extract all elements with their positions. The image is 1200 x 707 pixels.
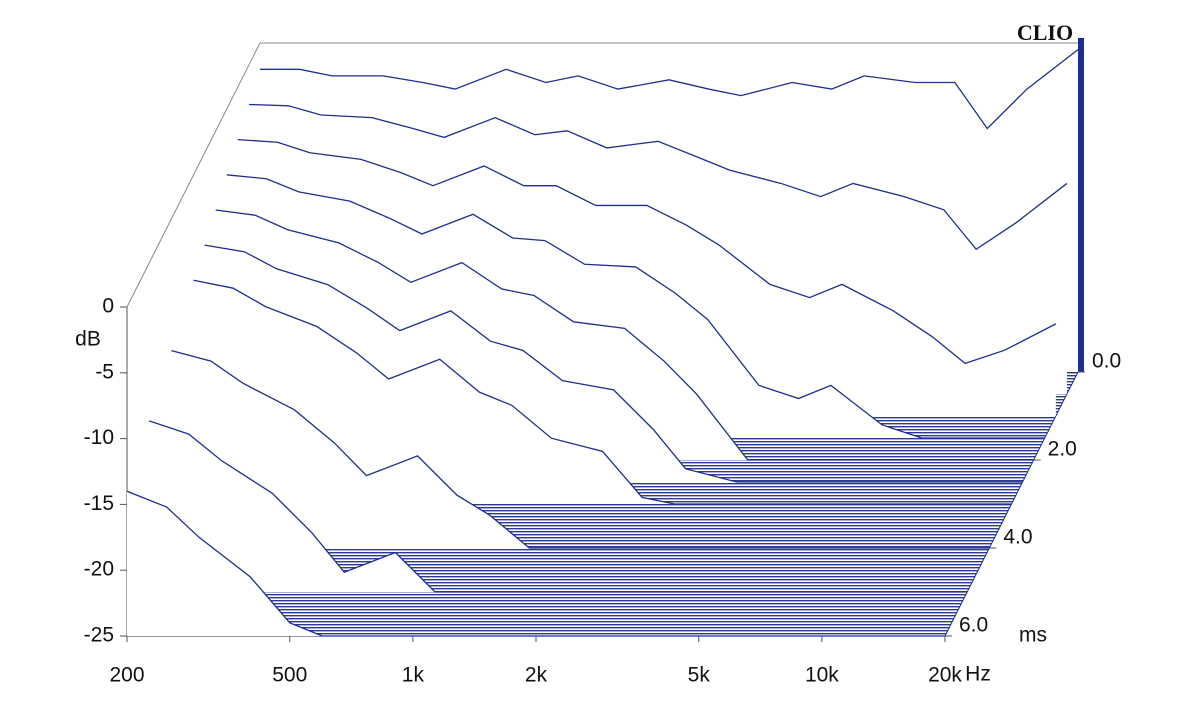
y-tick-label: -10: [84, 426, 114, 449]
decay-slice: [215, 209, 1034, 461]
decay-slice: [260, 49, 1079, 130]
y-tick-label: 0: [102, 295, 114, 318]
frame-line: [126, 42, 1080, 308]
decay-slice: [204, 244, 1023, 483]
y-tick-label: -15: [84, 492, 114, 515]
y-tick-label: -5: [95, 360, 114, 383]
back-edge-bar: [1078, 38, 1084, 372]
z-axis-label: ms: [1019, 624, 1047, 647]
x-tick-label: 2k: [525, 664, 548, 687]
slice-fill: [171, 350, 990, 548]
x-tick-label: 1k: [402, 664, 425, 687]
x-tick-label: 20k: [928, 664, 962, 687]
logo: CLIO: [1017, 20, 1073, 45]
y-axis-label: dB: [75, 328, 101, 351]
decay-slice: [171, 349, 990, 549]
slice-fill: [193, 280, 1012, 504]
decay-slice: [226, 174, 1045, 439]
z-tick-label: 4.0: [1003, 526, 1032, 549]
x-tick-label: 500: [272, 664, 307, 687]
y-tick-label: -20: [84, 558, 114, 581]
z-tick-label: 0.0: [1092, 350, 1121, 373]
decay-slice: [193, 279, 1012, 505]
decay-slice: [248, 103, 1068, 251]
slice-fill: [127, 491, 945, 636]
x-axis-label: Hz: [965, 663, 991, 686]
x-tick-label: 200: [109, 664, 144, 687]
decay-slice: [237, 138, 1057, 365]
x-tick-label: 10k: [805, 664, 839, 687]
decay-slice: [148, 420, 968, 593]
x-tick-label: 5k: [688, 664, 711, 687]
z-tick-label: 6.0: [959, 614, 988, 637]
y-tick-label: -25: [84, 624, 114, 647]
z-tick-label: 2.0: [1048, 438, 1077, 461]
